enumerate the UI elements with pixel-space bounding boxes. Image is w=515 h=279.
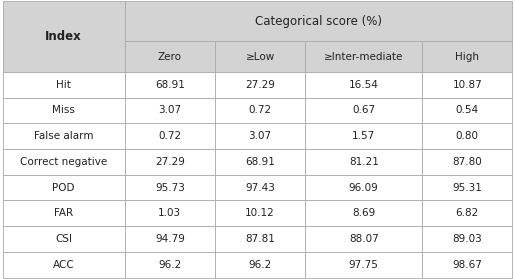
Text: High: High (455, 52, 479, 62)
Bar (422, 200, 512, 226)
Text: 8.69: 8.69 (352, 208, 375, 218)
Text: 1.03: 1.03 (158, 208, 181, 218)
Bar (3, 98, 125, 123)
Bar (3, 123, 125, 149)
Bar (125, 175, 215, 200)
Text: 88.07: 88.07 (349, 234, 379, 244)
Text: ACC: ACC (53, 260, 75, 270)
Bar (422, 149, 512, 175)
Bar (125, 149, 215, 175)
Text: 27.29: 27.29 (155, 157, 185, 167)
Text: 68.91: 68.91 (155, 80, 185, 90)
Bar (305, 252, 422, 278)
Bar (3, 1, 125, 72)
Text: 0.72: 0.72 (249, 105, 272, 116)
Bar (422, 98, 512, 123)
Bar (422, 123, 512, 149)
Text: 94.79: 94.79 (155, 234, 185, 244)
Bar (305, 175, 422, 200)
Text: 87.81: 87.81 (245, 234, 275, 244)
Bar (125, 226, 215, 252)
Text: Miss: Miss (52, 105, 75, 116)
Text: Correct negative: Correct negative (20, 157, 107, 167)
Text: Zero: Zero (158, 52, 182, 62)
Bar (215, 123, 305, 149)
Text: 98.67: 98.67 (452, 260, 482, 270)
Text: 3.07: 3.07 (249, 131, 272, 141)
Bar (422, 226, 512, 252)
Text: FAR: FAR (54, 208, 73, 218)
Text: 96.09: 96.09 (349, 182, 379, 193)
Text: 0.72: 0.72 (158, 131, 181, 141)
Bar (3, 226, 125, 252)
Bar (125, 72, 215, 98)
Text: False alarm: False alarm (34, 131, 93, 141)
Text: Hit: Hit (56, 80, 71, 90)
Text: 96.2: 96.2 (249, 260, 272, 270)
Text: 27.29: 27.29 (245, 80, 275, 90)
Bar (215, 149, 305, 175)
Bar (422, 72, 512, 98)
Text: 16.54: 16.54 (349, 80, 379, 90)
Text: 95.73: 95.73 (155, 182, 185, 193)
Text: 10.12: 10.12 (245, 208, 275, 218)
Text: CSI: CSI (55, 234, 72, 244)
Text: 0.67: 0.67 (352, 105, 375, 116)
Bar (3, 252, 125, 278)
Bar (3, 149, 125, 175)
Bar (305, 123, 422, 149)
Bar (305, 42, 422, 72)
Bar (3, 200, 125, 226)
Text: 6.82: 6.82 (456, 208, 479, 218)
Bar (125, 200, 215, 226)
Text: ≥Inter-mediate: ≥Inter-mediate (324, 52, 403, 62)
Text: 3.07: 3.07 (158, 105, 181, 116)
Bar (305, 200, 422, 226)
Text: 96.2: 96.2 (158, 260, 181, 270)
Bar (215, 98, 305, 123)
Text: 10.87: 10.87 (452, 80, 482, 90)
Bar (215, 72, 305, 98)
Bar (305, 149, 422, 175)
Bar (422, 175, 512, 200)
Text: 0.80: 0.80 (456, 131, 479, 141)
Text: 87.80: 87.80 (452, 157, 482, 167)
Bar (125, 1, 512, 42)
Bar (305, 72, 422, 98)
Text: 1.57: 1.57 (352, 131, 375, 141)
Bar (215, 200, 305, 226)
Bar (305, 98, 422, 123)
Bar (125, 123, 215, 149)
Bar (3, 175, 125, 200)
Bar (125, 98, 215, 123)
Bar (215, 252, 305, 278)
Text: 68.91: 68.91 (245, 157, 275, 167)
Bar (125, 42, 215, 72)
Bar (215, 175, 305, 200)
Text: 97.43: 97.43 (245, 182, 275, 193)
Bar (3, 72, 125, 98)
Bar (422, 42, 512, 72)
Text: 0.54: 0.54 (456, 105, 479, 116)
Text: 97.75: 97.75 (349, 260, 379, 270)
Text: POD: POD (53, 182, 75, 193)
Bar (215, 42, 305, 72)
Text: 95.31: 95.31 (452, 182, 482, 193)
Bar (125, 252, 215, 278)
Text: 81.21: 81.21 (349, 157, 379, 167)
Text: Categorical score (%): Categorical score (%) (255, 15, 382, 28)
Bar (215, 226, 305, 252)
Text: Index: Index (45, 30, 82, 43)
Text: 89.03: 89.03 (452, 234, 482, 244)
Bar (305, 226, 422, 252)
Bar (422, 252, 512, 278)
Text: ≥Low: ≥Low (246, 52, 275, 62)
